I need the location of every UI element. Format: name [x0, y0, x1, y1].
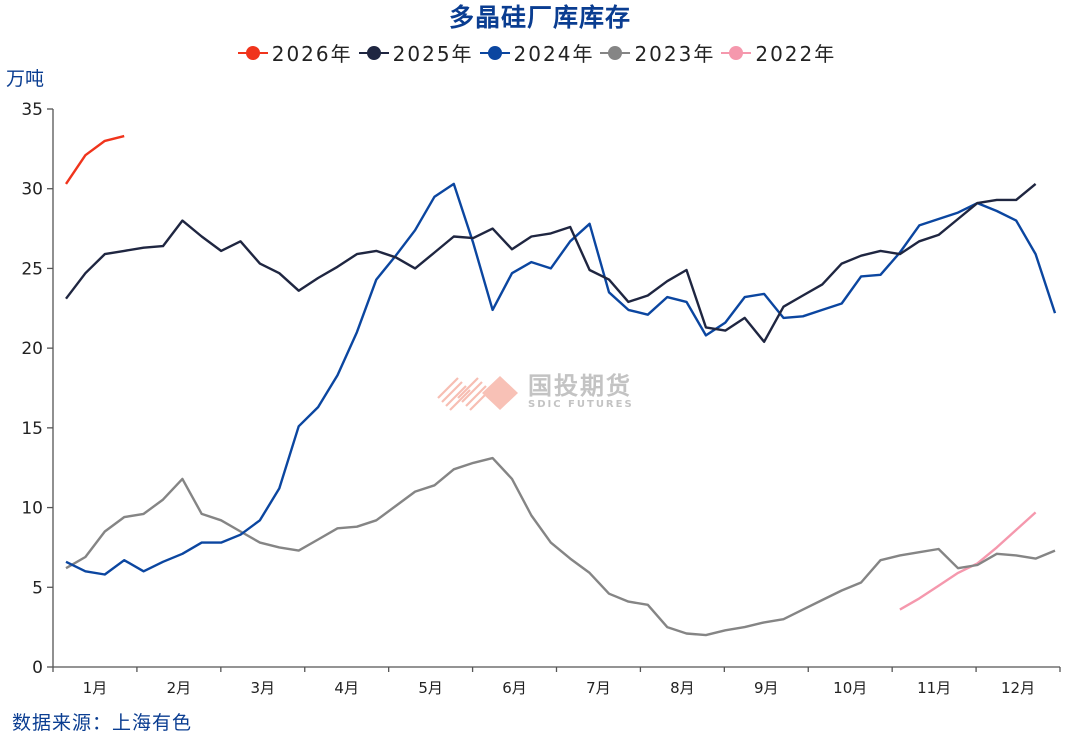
series-line-2024: [65, 182, 1057, 576]
legend-label: 2024年: [513, 42, 595, 66]
legend-item-2023[interactable]: 2023年: [600, 38, 715, 67]
x-tick-label: 6月: [502, 679, 527, 697]
series-line-2026: [65, 134, 125, 185]
watermark-name-en: SDIC FUTURES: [528, 399, 634, 410]
legend-marker-icon: [358, 43, 389, 63]
x-tick-label: 11月: [917, 679, 951, 697]
x-tick-label: 2月: [167, 679, 192, 697]
y-axis-unit: 万吨: [6, 68, 45, 90]
series-line-2022: [899, 511, 1037, 611]
y-tick-label: 30: [21, 180, 43, 200]
x-tick-label: 7月: [586, 679, 611, 697]
legend-item-2022[interactable]: 2022年: [721, 38, 836, 67]
legend-item-2024[interactable]: 2024年: [479, 38, 595, 67]
x-tick-label: 8月: [670, 679, 695, 697]
x-tick-label: 1月: [83, 679, 108, 697]
chart-legend: 2026年 2025年 2024年 2023年 2022年: [0, 38, 1080, 67]
legend-item-2026[interactable]: 2026年: [237, 38, 353, 67]
y-tick-label: 0: [32, 658, 43, 678]
y-tick-label: 35: [21, 100, 43, 120]
x-tick-label: 4月: [334, 679, 359, 697]
sdic-logo-icon: [437, 376, 518, 411]
data-source: 数据来源：上海有色: [12, 712, 193, 734]
series-line-2025: [65, 182, 1037, 343]
x-tick-label: 5月: [418, 679, 443, 697]
chart-title: 多晶硅厂库库存: [448, 3, 631, 32]
y-tick-label: 20: [21, 339, 43, 359]
watermark-name-cn: 国投期货: [528, 372, 632, 400]
chart-axes: 0 5 10 15 20 25 30 35 1月 2月 3月 4月 5月 6月 7月 8月 9月 10月 11月 12…: [21, 100, 1061, 697]
legend-item-2025[interactable]: 2025年: [358, 38, 474, 67]
x-tick-label: 10月: [833, 679, 867, 697]
legend-label: 2023年: [634, 42, 716, 66]
legend-marker-icon: [721, 43, 752, 63]
y-tick-label: 25: [21, 259, 43, 279]
chart-series: [65, 134, 1057, 637]
x-tick-label: 3月: [251, 679, 276, 697]
legend-marker-icon: [479, 43, 510, 63]
watermark: 国投期货 SDIC FUTURES: [436, 372, 634, 412]
y-tick-label: 10: [21, 499, 43, 519]
y-tick-label: 5: [32, 578, 43, 598]
series-line-2023: [65, 456, 1056, 637]
legend-marker-icon: [237, 43, 268, 63]
x-tick-label: 12月: [1001, 679, 1035, 697]
legend-label: 2026年: [271, 42, 353, 66]
legend-marker-icon: [600, 43, 631, 63]
x-tick-label: 9月: [754, 679, 779, 697]
legend-label: 2025年: [392, 42, 474, 66]
y-tick-label: 15: [21, 419, 43, 439]
legend-label: 2022年: [755, 42, 837, 66]
